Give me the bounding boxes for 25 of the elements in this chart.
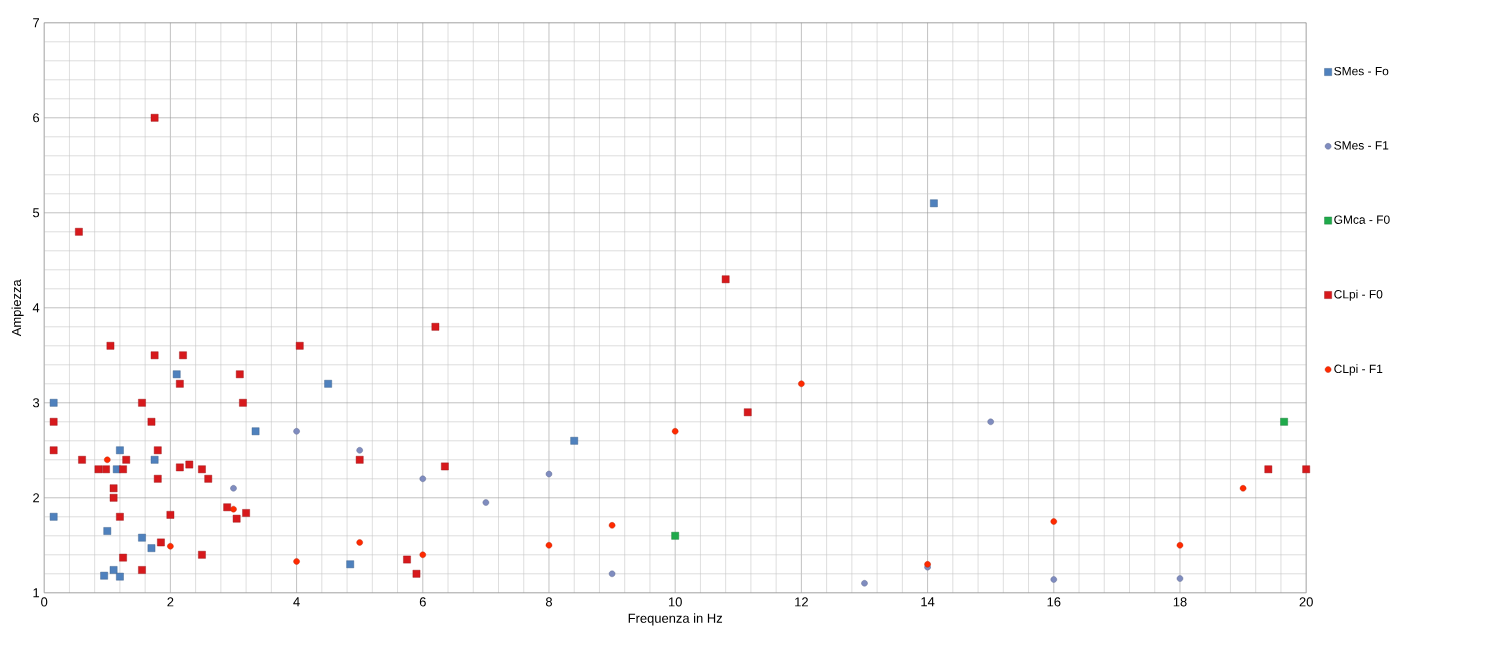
y-tick-label: 2 (33, 493, 40, 503)
y-tick-label: 1 (33, 588, 40, 598)
x-axis-title: Frequenza in Hz (628, 613, 723, 626)
legend-label: GMca - F0 (1334, 215, 1390, 224)
y-tick-label: 7 (33, 18, 40, 28)
y-axis-title: Ampiezza (11, 279, 24, 337)
x-tick-label: 12 (795, 597, 808, 607)
x-tick-label: 14 (921, 597, 935, 607)
legend-label: CLpi - F0 (1334, 289, 1383, 301)
x-tick-label: 10 (668, 597, 682, 607)
legend-label: CLpi - F1 (1334, 364, 1383, 376)
y-tick-label: 5 (32, 208, 40, 218)
x-tick-label: 8 (545, 597, 553, 607)
x-tick-label: 4 (293, 597, 300, 607)
x-tick-label: 6 (419, 597, 426, 607)
y-tick-label: 6 (33, 113, 40, 123)
y-tick-label: 3 (32, 398, 40, 408)
x-tick-label: 18 (1173, 597, 1187, 607)
legend-label: SMes - F1 (1334, 141, 1389, 150)
x-tick-label: 0 (41, 597, 48, 607)
legend-label: SMes - Fo (1334, 66, 1389, 76)
x-tick-label: 16 (1047, 597, 1061, 607)
x-tick-label: 2 (167, 597, 174, 607)
x-tick-label: 20 (1299, 597, 1313, 607)
y-tick-label: 4 (32, 303, 40, 313)
